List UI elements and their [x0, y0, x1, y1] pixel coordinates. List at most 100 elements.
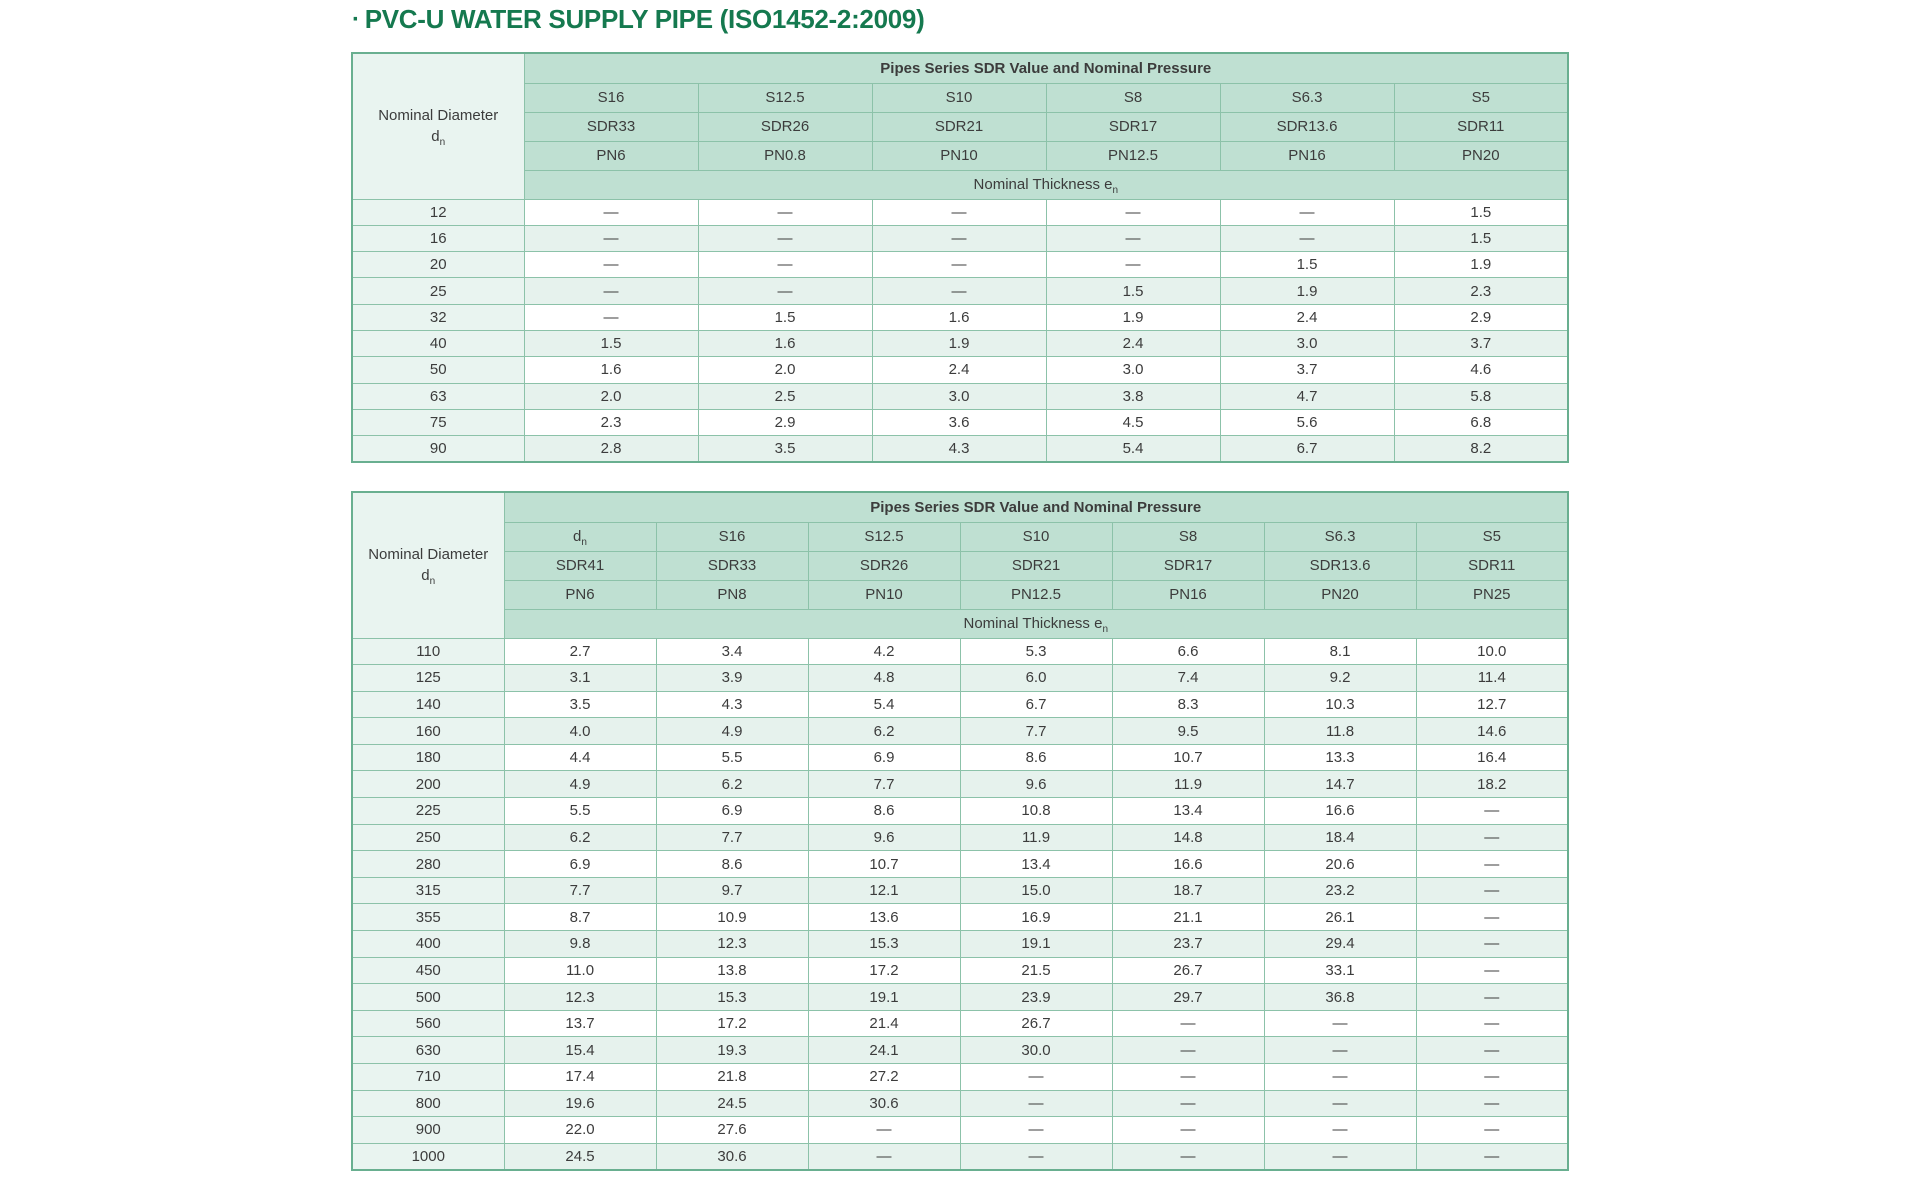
thickness-value-cell: 9.8	[503, 930, 657, 958]
band-title: Pipes Series SDR Value and Nominal Press…	[503, 491, 1569, 523]
header-cell: S8	[1111, 521, 1265, 552]
thickness-value-cell: 15.3	[655, 983, 809, 1011]
thickness-value-cell: 16.9	[959, 903, 1113, 932]
thickness-value-cell: —	[1415, 956, 1569, 985]
thickness-value-cell: 4.7	[1219, 382, 1395, 410]
thickness-value-cell: 6.2	[807, 717, 961, 745]
thickness-value-cell: 12.3	[655, 930, 809, 958]
thickness-value-cell: —	[523, 303, 699, 331]
thickness-value-cell: 2.4	[871, 356, 1047, 384]
title-bullet: ·	[352, 6, 360, 33]
diameter-cell: 40	[351, 329, 525, 358]
thickness-value-cell: 23.7	[1111, 930, 1265, 958]
thickness-value-cell: 9.6	[807, 823, 961, 852]
thickness-value-cell: 4.8	[807, 664, 961, 692]
thickness-value-cell: —	[871, 224, 1047, 253]
thickness-value-cell: 8.2	[1393, 435, 1569, 463]
table-row: 50 1.6 2.0 2.4 3.0 3.7 4.6	[351, 356, 1569, 384]
header-cell: PN6	[523, 140, 699, 171]
header-cell: S6.3	[1263, 521, 1417, 552]
thickness-value-cell: 13.8	[655, 956, 809, 985]
table-row: 315 7.7 9.7 12.1 15.0 18.7 23.2—	[351, 876, 1569, 905]
table-row: 16— — — — —1.5	[351, 224, 1569, 253]
table-row: 450 11.0 13.8 17.2 21.5 26.7 33.1—	[351, 956, 1569, 985]
row-header-title-symbol: dn	[431, 128, 446, 149]
diameter-cell: 12	[351, 198, 525, 226]
thickness-value-cell: —	[1415, 1036, 1569, 1064]
diameter-cell: 315	[351, 876, 505, 905]
thickness-value-cell: 9.5	[1111, 717, 1265, 745]
thickness-value-cell: 4.0	[503, 717, 657, 745]
diameter-cell: 225	[351, 797, 505, 825]
thickness-value-cell: 1.9	[1393, 251, 1569, 279]
thickness-value-cell: 5.4	[1045, 435, 1221, 463]
thickness-value-cell: 26.7	[1111, 956, 1265, 985]
diameter-cell: 630	[351, 1036, 505, 1064]
thickness-value-cell: 5.4	[807, 690, 961, 719]
thickness-value-cell: —	[807, 1116, 961, 1144]
thickness-value-cell: —	[959, 1142, 1113, 1171]
thickness-value-cell: 8.6	[807, 797, 961, 825]
table-row: 1000 24.5 30.6— — — — —	[351, 1142, 1569, 1171]
thickness-value-cell: 10.7	[1111, 743, 1265, 772]
thickness-value-cell: 21.5	[959, 956, 1113, 985]
thickness-value-cell: 3.0	[1219, 329, 1395, 358]
thickness-value-cell: 19.6	[503, 1089, 657, 1118]
thickness-value-cell: 4.6	[1393, 356, 1569, 384]
diameter-cell: 500	[351, 983, 505, 1011]
thickness-value-cell: 9.6	[959, 770, 1113, 799]
diameter-cell: 160	[351, 717, 505, 745]
thickness-value-cell: 20.6	[1263, 850, 1417, 878]
thickness-value-cell: —	[1219, 224, 1395, 253]
header-cell: PN6	[503, 579, 657, 610]
diameter-cell: 25	[351, 277, 525, 305]
thickness-value-cell: —	[959, 1063, 1113, 1091]
thickness-value-cell: 2.3	[523, 408, 699, 437]
thickness-value-cell: 8.7	[503, 903, 657, 932]
thickness-value-cell: 8.1	[1263, 637, 1417, 666]
table-row: 180 4.4 5.5 6.9 8.6 10.7 13.3 16.4	[351, 743, 1569, 772]
thickness-value-cell: 18.4	[1263, 823, 1417, 852]
thickness-value-cell: 3.4	[655, 637, 809, 666]
header-cell: S6.3	[1219, 82, 1395, 113]
header-cell: S16	[523, 82, 699, 113]
thickness-value-cell: —	[1111, 1142, 1265, 1171]
thickness-value-cell: 6.8	[1393, 408, 1569, 437]
header-cell: PN10	[807, 579, 961, 610]
thickness-value-cell: 3.5	[503, 690, 657, 719]
thickness-value-cell: 30.0	[959, 1036, 1113, 1064]
thickness-value-cell: 21.4	[807, 1009, 961, 1038]
thickness-value-cell: 14.7	[1263, 770, 1417, 799]
thickness-value-cell: —	[1263, 1142, 1417, 1171]
header-cell: SDR41	[503, 550, 657, 581]
thickness-value-cell: —	[1045, 224, 1221, 253]
thickness-value-cell: 16.6	[1263, 797, 1417, 825]
thickness-value-cell: 5.5	[503, 797, 657, 825]
thickness-value-cell: —	[1045, 251, 1221, 279]
thickness-value-cell: 27.2	[807, 1063, 961, 1091]
thickness-value-cell: 10.9	[655, 903, 809, 932]
thickness-value-cell: 6.9	[655, 797, 809, 825]
thickness-value-cell: —	[697, 198, 873, 226]
thickness-value-cell: —	[523, 198, 699, 226]
thickness-value-cell: 13.4	[1111, 797, 1265, 825]
row-header-title: Nominal Diameter dn	[351, 491, 505, 639]
thickness-value-cell: 1.9	[871, 329, 1047, 358]
thickness-value-cell: —	[1111, 1063, 1265, 1091]
thickness-value-cell: 6.7	[959, 690, 1113, 719]
thickness-value-cell: —	[1415, 823, 1569, 852]
thickness-value-cell: 3.5	[697, 435, 873, 463]
header-cell: PN20	[1393, 140, 1569, 171]
thickness-value-cell: 1.5	[1393, 198, 1569, 226]
diameter-cell: 32	[351, 303, 525, 331]
thickness-value-cell: 4.5	[1045, 408, 1221, 437]
thickness-value-cell: 4.4	[503, 743, 657, 772]
diameter-cell: 560	[351, 1009, 505, 1038]
header-cell: PN16	[1219, 140, 1395, 171]
table-row: 140 3.5 4.3 5.4 6.7 8.3 10.3 12.7	[351, 690, 1569, 719]
diameter-cell: 125	[351, 664, 505, 692]
thickness-value-cell: —	[523, 277, 699, 305]
thickness-value-cell: 2.8	[523, 435, 699, 463]
thickness-value-cell: 5.5	[655, 743, 809, 772]
header-cell: S10	[871, 82, 1047, 113]
